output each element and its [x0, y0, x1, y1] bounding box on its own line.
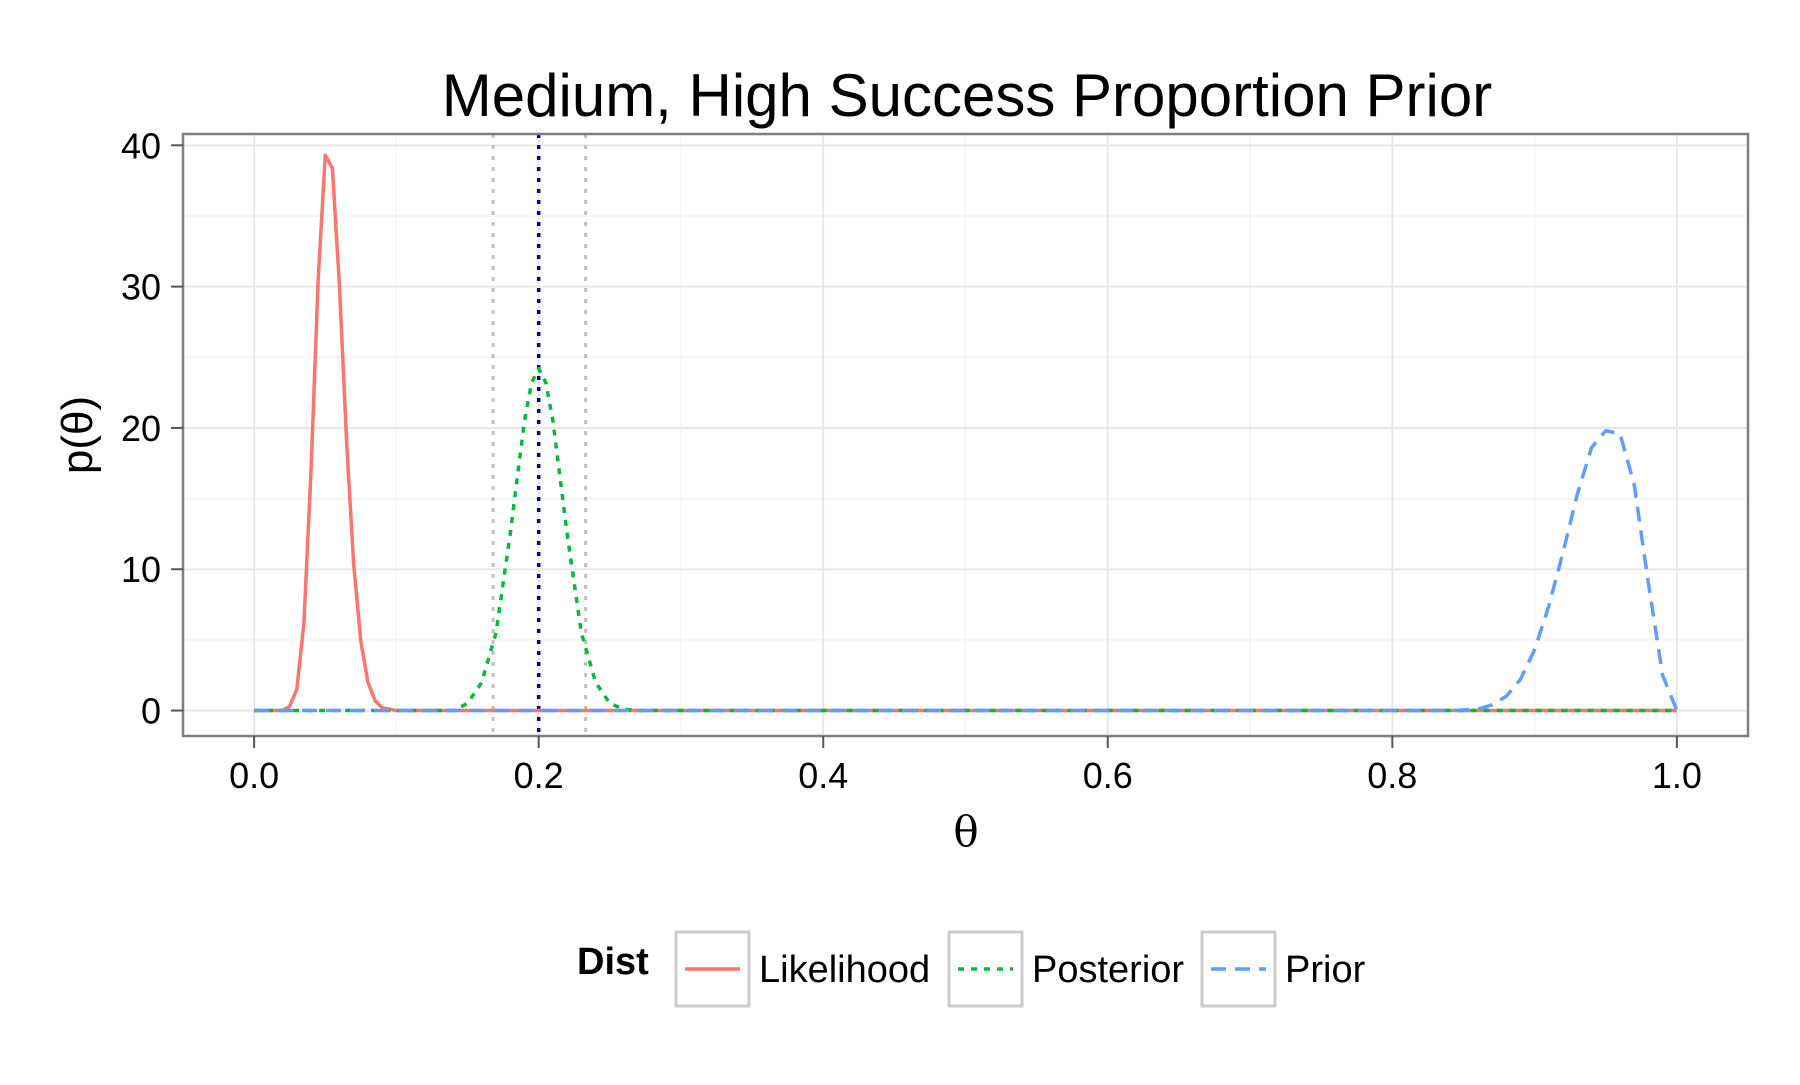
x-axis: 0.0 0.2 0.4 0.6 0.8 1.0 — [229, 736, 1702, 796]
reference-lines — [491, 134, 588, 736]
x-tick-label: 0.6 — [1083, 755, 1133, 796]
y-tick-label: 0 — [141, 691, 161, 732]
series-line-likelihood — [254, 153, 1677, 713]
plot-panel-border — [181, 132, 1750, 738]
legend-label: Posterior — [1032, 949, 1184, 991]
legend: Dist Likelihood Posterior Prior — [577, 930, 1366, 1008]
grid-minor — [183, 134, 1748, 736]
legend-item-prior: Prior — [1200, 930, 1366, 1008]
y-tick-label: 40 — [121, 125, 161, 166]
series-line-prior — [254, 429, 1679, 713]
legend-item-likelihood: Likelihood — [674, 930, 930, 1008]
x-tick-label: 0.4 — [798, 755, 848, 796]
y-tick-label: 20 — [121, 408, 161, 449]
x-tick-label: 1.0 — [1652, 755, 1702, 796]
y-axis-label: p(θ) — [53, 396, 102, 474]
y-tick-label: 30 — [121, 267, 161, 308]
chart-title: Medium, High Success Proportion Prior — [442, 62, 1492, 129]
legend-label: Prior — [1285, 949, 1366, 991]
series-lines — [254, 153, 1679, 713]
x-tick-label: 0.8 — [1367, 755, 1417, 796]
y-tick-label: 10 — [121, 549, 161, 590]
legend-label: Likelihood — [759, 949, 930, 991]
x-axis-label: θ — [953, 807, 978, 856]
series-line-posterior — [254, 366, 1677, 713]
legend-entries: Likelihood Posterior Prior — [674, 930, 1366, 1008]
y-axis: 0 10 20 30 40 — [121, 125, 183, 732]
x-tick-label: 0.2 — [514, 755, 564, 796]
legend-title: Dist — [577, 941, 649, 983]
legend-item-posterior: Posterior — [947, 930, 1184, 1008]
x-tick-label: 0.0 — [229, 755, 279, 796]
